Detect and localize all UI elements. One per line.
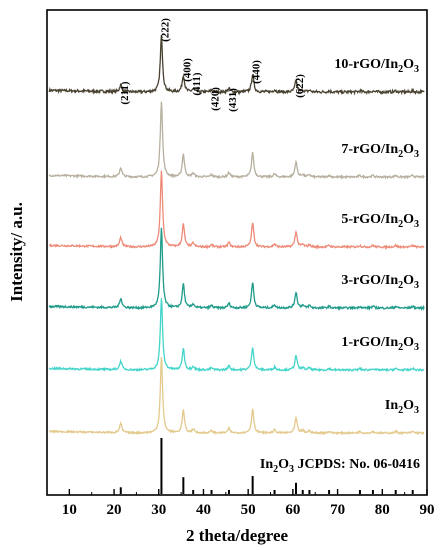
x-axis: 10 20 30 40 50 60 70 80 90 bbox=[46, 489, 435, 518]
series-line-1 bbox=[48, 34, 425, 96]
peak-label-5: (420) bbox=[210, 87, 222, 111]
peak-label-2: (222) bbox=[159, 18, 171, 42]
series-label-4: 3-rGO/In2O3 bbox=[341, 273, 419, 291]
series-line-2 bbox=[48, 101, 425, 180]
peak-label-6: (431) bbox=[227, 88, 239, 112]
series-label-3: 5-rGO/In2O3 bbox=[341, 212, 419, 230]
peak-label-7: (440) bbox=[251, 60, 263, 84]
series-line-4 bbox=[48, 227, 425, 312]
series-line-3 bbox=[48, 170, 425, 251]
peak-label-8: (622) bbox=[294, 74, 306, 98]
peak-label-3: (400) bbox=[181, 58, 193, 82]
plot-frame bbox=[46, 9, 428, 496]
x-tick-label-70: 70 bbox=[330, 502, 345, 518]
y-axis-title: Intensity/ a.u. bbox=[7, 202, 26, 302]
reference-layer: In2O3 JCPDS: No. 06-0416 bbox=[119, 438, 420, 494]
peak-label-1: (211) bbox=[119, 81, 131, 105]
reference-label: In2O3 JCPDS: No. 06-0416 bbox=[260, 457, 420, 475]
x-tick-label-90: 90 bbox=[420, 502, 435, 518]
peak-label-layer: (211) (222) (400)(411) (420) (431) (440) (622) bbox=[119, 18, 306, 112]
peak-label-4: (411) bbox=[191, 72, 203, 96]
x-tick-label-80: 80 bbox=[375, 502, 390, 518]
series-label-6: In2O3 bbox=[385, 398, 419, 416]
series-label-1: 10-rGO/In2O3 bbox=[334, 57, 419, 75]
x-tick-label-10: 10 bbox=[62, 502, 77, 518]
series-label-2: 7-rGO/In2O3 bbox=[341, 142, 419, 160]
series-line-5 bbox=[48, 298, 425, 373]
x-tick-label-20: 20 bbox=[107, 502, 122, 518]
x-tick-label-40: 40 bbox=[196, 502, 211, 518]
x-axis-title: 2 theta/degree bbox=[186, 526, 289, 545]
series-layer: 10-rGO/In2O3 7-rGO/In2O3 5-rGO/In2O3 3-rGO/… bbox=[48, 34, 425, 436]
x-tick-label-60: 60 bbox=[285, 502, 300, 518]
series-label-5: 1-rGO/In2O3 bbox=[341, 335, 419, 353]
x-tick-label-50: 50 bbox=[241, 502, 256, 518]
x-tick-label-30: 30 bbox=[151, 502, 166, 518]
series-line-6 bbox=[48, 356, 425, 436]
